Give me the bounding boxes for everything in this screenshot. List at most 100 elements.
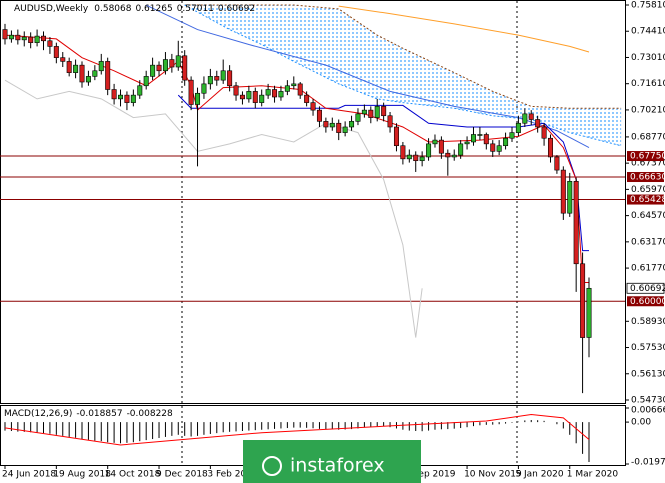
- candle-body: [156, 64, 162, 72]
- close: 0.60692: [218, 4, 255, 14]
- x-tick-label: 3 Feb 2019: [207, 470, 258, 480]
- candle-body: [419, 156, 425, 162]
- x-tick-label: 10 Nov 2019: [464, 470, 522, 480]
- candle-body: [413, 154, 419, 162]
- candle-body: [470, 134, 476, 143]
- candle-body: [79, 64, 85, 83]
- level-label: 0.60000: [630, 297, 665, 307]
- macd-y-tick-label: 0.006662: [631, 406, 665, 416]
- x-tick-label: 19 Aug 2018: [53, 470, 111, 480]
- symbol: AUDUSD,Weekly: [14, 4, 89, 14]
- candle-body: [105, 61, 111, 90]
- x-tick-label: 14 Oct 2018: [105, 470, 161, 480]
- y-tick-label: 0.58930: [631, 317, 665, 327]
- candle-body: [432, 139, 438, 145]
- candle-body: [445, 152, 451, 158]
- candle-body: [393, 126, 399, 147]
- candle-body: [41, 35, 47, 42]
- macd-plot: [4, 413, 590, 463]
- candle-body: [586, 287, 592, 338]
- candle-body: [28, 36, 34, 43]
- candle-body: [2, 29, 8, 40]
- candle-body: [227, 70, 233, 87]
- high: 0.61265: [135, 4, 172, 14]
- candle-body: [239, 94, 245, 100]
- macd-value: -0.018857: [76, 409, 122, 419]
- x-tick-label: 1 Mar 2020: [567, 470, 619, 480]
- y-tick-label: 0.64570: [631, 211, 665, 221]
- candle-body: [214, 76, 220, 81]
- candle-body: [400, 145, 406, 160]
- candle-body: [47, 40, 53, 47]
- candle-body: [528, 113, 534, 120]
- x-tick-label: 9 Dec 2018: [156, 470, 208, 480]
- candle-body: [182, 55, 188, 81]
- candle-body: [336, 122, 342, 133]
- candle-body: [201, 83, 207, 94]
- candle-body: [175, 55, 181, 68]
- candle-body: [368, 109, 374, 118]
- candle-body: [567, 181, 573, 214]
- indicator-line: [4, 79, 423, 338]
- candle-body: [66, 61, 72, 73]
- candle-body: [387, 115, 393, 128]
- candle-body: [374, 106, 380, 118]
- candle-body: [349, 121, 355, 128]
- candle-body: [464, 141, 470, 145]
- candle-body: [118, 94, 124, 100]
- y-tick-label: 0.63170: [631, 237, 665, 247]
- candle-body: [143, 76, 149, 87]
- watermark-text: instaforex: [290, 455, 385, 477]
- candle-body: [124, 94, 130, 103]
- candle-body: [451, 154, 457, 158]
- candle-body: [53, 46, 59, 58]
- candle-body: [426, 143, 432, 158]
- candle-body: [195, 92, 201, 105]
- candle-body: [207, 76, 213, 85]
- candle-body: [297, 83, 303, 96]
- candle-body: [188, 79, 194, 105]
- y-tick-label: 0.73010: [631, 53, 665, 63]
- y-tick-label: 0.70210: [631, 105, 665, 115]
- y-tick-label: 0.71610: [631, 79, 665, 89]
- macd-y-tick-label: -0.019786: [631, 458, 665, 468]
- candle-body: [272, 89, 278, 98]
- candle-body: [406, 154, 412, 160]
- candle-body: [169, 59, 175, 68]
- y-tick-label: 0.54730: [631, 396, 665, 406]
- candle-body: [233, 85, 239, 96]
- cloud-fill: [184, 5, 622, 146]
- candle-body: [381, 106, 387, 117]
- candle-body: [342, 126, 348, 133]
- candle-body: [98, 61, 104, 72]
- candle-body: [323, 121, 329, 128]
- candle-body: [573, 181, 579, 265]
- candle-body: [162, 59, 168, 72]
- candle-body: [284, 85, 290, 92]
- indicator-line: [4, 34, 589, 284]
- candle-body: [535, 119, 541, 128]
- candle-body: [438, 139, 444, 154]
- candle-body: [554, 156, 560, 171]
- candle-body: [246, 91, 252, 100]
- candle-body: [85, 76, 91, 83]
- candle-body: [477, 134, 483, 136]
- macd-name: MACD(12,26,9): [4, 409, 72, 419]
- candle-body: [329, 122, 335, 128]
- candle-body: [310, 102, 316, 111]
- candle-body: [130, 94, 136, 103]
- candle-body: [509, 132, 515, 139]
- candle-body: [60, 57, 66, 62]
- candle-body: [111, 89, 117, 100]
- y-tick-label: 0.61770: [631, 264, 665, 274]
- candle-body: [515, 122, 521, 133]
- candle-body: [503, 137, 509, 147]
- y-tick-label: 0.56130: [631, 369, 665, 379]
- y-tick-label: 0.75810: [631, 1, 665, 11]
- open: 0.58068: [94, 4, 131, 14]
- candle-body: [34, 35, 40, 43]
- watermark: instaforex: [243, 440, 421, 483]
- y-tick-label: 0.74410: [631, 27, 665, 37]
- low: 0.57011: [177, 4, 214, 14]
- candle-body: [304, 94, 310, 103]
